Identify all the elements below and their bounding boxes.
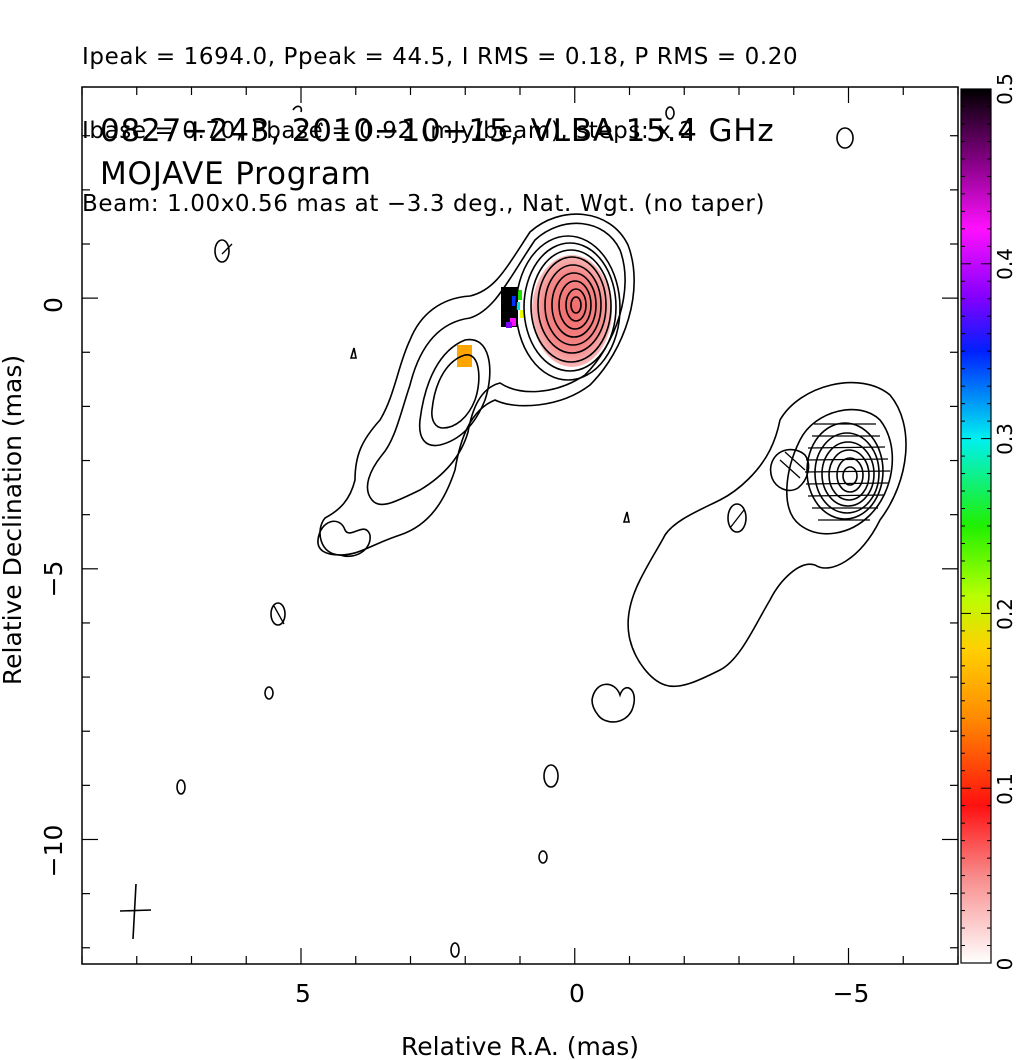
contour-iso-12 bbox=[292, 105, 303, 113]
contour-sw-blob bbox=[591, 683, 636, 723]
plot-frame bbox=[81, 86, 959, 965]
pol-vector bbox=[779, 459, 801, 479]
contour-core-4 bbox=[537, 256, 607, 354]
contour-iso-9 bbox=[665, 106, 675, 120]
contour-iso-11 bbox=[622, 511, 630, 523]
contour-sw-7 bbox=[836, 457, 864, 493]
pol-vector bbox=[807, 446, 886, 449]
x-tick-label-0: 0 bbox=[569, 979, 585, 1008]
contour-sw-knot bbox=[769, 448, 810, 492]
pol-vector bbox=[807, 494, 885, 497]
pol-vector bbox=[221, 243, 233, 255]
cb-tick-label-0.1: 0.1 bbox=[993, 773, 1017, 805]
contour-iso-13 bbox=[317, 122, 323, 129]
contour-iso-7 bbox=[450, 942, 460, 958]
pol-core-edge-purple bbox=[506, 322, 512, 328]
header-line-2: Ibase = 0.70, Pbase = 0.92 (mJy/beam), s… bbox=[82, 117, 695, 144]
contour-sw-2 bbox=[786, 408, 894, 535]
contour-core-2 bbox=[523, 242, 617, 372]
chart-header: Ipeak = 1694.0, Ppeak = 44.5, I RMS = 0.… bbox=[82, 0, 798, 241]
contour-core-1 bbox=[515, 235, 621, 381]
pol-vector bbox=[805, 482, 889, 485]
pol-vectors bbox=[221, 243, 891, 625]
colorbar-ticks bbox=[961, 88, 991, 964]
y-tick-label-0: 0 bbox=[39, 297, 68, 313]
cb-tick-label-0.2: 0.2 bbox=[993, 598, 1017, 630]
contour-blob-left bbox=[317, 520, 371, 557]
y-axis-label: Relative Declination (mas) bbox=[0, 355, 27, 685]
contour-core-9 bbox=[570, 296, 582, 314]
pol-core-edge-cyan bbox=[516, 302, 520, 310]
contour-core-6 bbox=[551, 272, 597, 338]
cb-tick-label-0.5: 0.5 bbox=[993, 73, 1017, 105]
pol-vector bbox=[805, 458, 889, 461]
contour-jet-outer bbox=[319, 213, 635, 556]
pol-core-edge-green bbox=[518, 290, 522, 300]
contour-sw-4 bbox=[814, 432, 880, 514]
contour-core-3 bbox=[530, 249, 612, 363]
pol-vector bbox=[729, 509, 745, 529]
pol-vector bbox=[784, 451, 806, 471]
contour-core-8 bbox=[565, 288, 587, 322]
header-line-3: Beam: 1.00x0.56 mas at −3.3 deg., Nat. W… bbox=[82, 191, 766, 217]
x-axis-label: Relative R.A. (mas) bbox=[401, 1032, 639, 1060]
cb-tick-label-0: 0 bbox=[993, 958, 1017, 971]
pol-vector bbox=[273, 605, 285, 625]
contour-sw-6 bbox=[828, 449, 870, 501]
contour-iso-5 bbox=[543, 764, 559, 788]
pol-core-edge-blue bbox=[512, 296, 517, 306]
beam-minor-axis bbox=[119, 909, 152, 912]
beam-marker bbox=[119, 883, 152, 940]
pol-core-edge-yellow bbox=[520, 310, 524, 318]
colorbar-tick-labels: 0 0.1 0.2 0.3 0.4 0.5 bbox=[993, 73, 1017, 970]
contour-jet-3 bbox=[418, 338, 491, 447]
contour-sw-knot-2 bbox=[727, 503, 747, 533]
y-tick-label-minus10: −10 bbox=[39, 825, 68, 878]
contour-jet-4 bbox=[431, 354, 480, 429]
contour-iso-3 bbox=[264, 686, 274, 700]
plot-title-line-1: 0827+243, 2010−10−15, VLBA 15.4 GHz bbox=[100, 113, 774, 149]
beam-major-axis bbox=[132, 883, 137, 940]
x-tick-label-5: 5 bbox=[295, 979, 311, 1008]
contour-iso-4 bbox=[176, 779, 186, 795]
cb-tick-label-0.3: 0.3 bbox=[993, 423, 1017, 455]
contour-sw-5 bbox=[821, 441, 875, 507]
contour-iso-2 bbox=[270, 602, 286, 626]
contour-iso-6 bbox=[538, 850, 548, 864]
contour-sw-outer bbox=[627, 381, 907, 688]
y-tick-label-minus5: −5 bbox=[39, 561, 68, 598]
pol-core-edge-magenta bbox=[510, 318, 516, 326]
pol-spot bbox=[457, 345, 472, 367]
plot-title-line-2: MOJAVE Program bbox=[100, 156, 372, 192]
axis-ticks bbox=[81, 87, 959, 964]
contour-core-7 bbox=[558, 280, 592, 330]
colorbar bbox=[960, 88, 992, 964]
header-line-1: Ipeak = 1694.0, Ppeak = 44.5, I RMS = 0.… bbox=[82, 44, 799, 70]
cb-tick-label-0.4: 0.4 bbox=[993, 248, 1017, 280]
contour-iso-8 bbox=[836, 127, 854, 149]
contour-iso-1 bbox=[214, 239, 230, 263]
pol-vector bbox=[804, 470, 891, 473]
contour-core-5 bbox=[544, 264, 602, 346]
contour-iso-10 bbox=[349, 347, 357, 359]
contour-layer bbox=[176, 105, 907, 958]
x-tick-label-minus5: −5 bbox=[833, 979, 870, 1008]
contour-sw-8 bbox=[842, 466, 858, 486]
